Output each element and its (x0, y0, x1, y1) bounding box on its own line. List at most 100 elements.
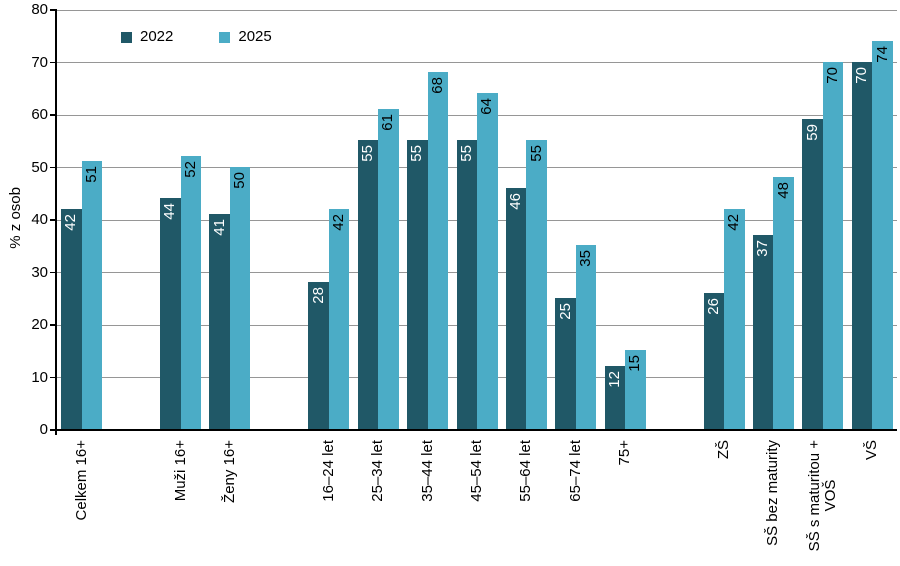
bar-value-label: 25 (556, 302, 574, 320)
bar-2025-55–64 let (526, 140, 547, 429)
y-tick (50, 271, 57, 274)
x-category-label: 65–74 let (566, 440, 584, 502)
y-tick (50, 324, 57, 326)
bar-value-label: 50 (231, 171, 249, 189)
x-category-label: 35–44 let (418, 440, 436, 502)
bar-value-label: 55 (527, 145, 545, 162)
bar-2022-35–44 let (407, 140, 428, 429)
bar-value-label: 70 (824, 66, 842, 84)
gridline (57, 9, 897, 11)
y-tick (50, 219, 57, 221)
bar-2022-45–54 let (456, 140, 477, 429)
bar-2025-SŠ bez maturity (773, 177, 794, 429)
bar-value-label: 46 (507, 192, 525, 210)
legend-label-2025: 2025 (238, 28, 272, 45)
x-category-label: ZŠ (715, 440, 733, 460)
bar-2025-16–24 let (328, 208, 350, 429)
bar-value-label: 15 (626, 355, 644, 372)
bar-2025-Celkem 16+ (81, 161, 103, 429)
bar-2022-Ženy 16+ (209, 213, 230, 429)
legend: 2022 2025 (121, 29, 272, 45)
bar-value-label: 12 (605, 371, 623, 388)
legend-item-2025: 2025 (219, 28, 272, 45)
y-tick-label: 0 (39, 421, 48, 438)
y-tick-label: 30 (31, 263, 48, 281)
bar-2025-SŠ s maturitou + (822, 61, 844, 429)
bar-value-label: 42 (725, 213, 743, 231)
x-category-label: Muži 16+ (171, 440, 189, 502)
bar-2022-SŠ s maturitou + (802, 119, 823, 429)
x-category-label: 25–34 let (369, 440, 387, 502)
bar-value-label: 42 (330, 213, 347, 231)
bar-2025-25–34 let (378, 108, 399, 429)
x-axis-line (55, 429, 897, 431)
y-tick (50, 376, 57, 379)
bar-value-label: 55 (457, 145, 475, 162)
y-tick (50, 166, 57, 169)
bar-2022-16–24 let (308, 282, 329, 429)
bar-value-label: 35 (577, 250, 595, 267)
bar-2022-65–74 let (555, 297, 576, 429)
legend-label-2022: 2022 (140, 28, 174, 45)
bar-2022-VŠ (851, 61, 873, 429)
bar-2025-75+ (625, 350, 646, 429)
x-category-label: Ženy 16+ (220, 440, 238, 503)
bar-2022-75+ (604, 366, 626, 429)
y-tick-label: 10 (31, 368, 48, 386)
bar-value-label: 52 (181, 161, 199, 178)
bar-2025-Muži 16+ (180, 156, 202, 429)
y-tick-label: 20 (31, 316, 48, 333)
bar-value-label: 26 (704, 297, 722, 315)
y-tick (50, 114, 57, 116)
x-category-label: SŠ bez maturity (764, 440, 782, 546)
bar-2022-55–64 let (505, 187, 527, 429)
bar-2022-25–34 let (357, 140, 379, 429)
bar-value-label: 44 (161, 203, 179, 220)
bar-value-label: 41 (210, 218, 228, 236)
legend-swatch-2022 (121, 31, 132, 43)
x-category-label: 45–54 let (468, 440, 485, 502)
y-tick (50, 9, 57, 11)
y-tick-label: 50 (31, 158, 48, 176)
bar-2022-ZŠ (703, 292, 725, 429)
y-tick-label: 80 (31, 1, 48, 18)
x-category-label: 55–64 let (517, 440, 535, 502)
y-tick-label: 60 (31, 106, 48, 123)
bar-value-label: 64 (478, 98, 496, 115)
x-category-label: VŠ (863, 440, 881, 461)
y-tick (50, 429, 57, 431)
bar-value-label: 42 (62, 213, 80, 231)
x-category-label: Celkem 16+ (72, 440, 90, 521)
y-axis-line (55, 10, 57, 435)
bar-2025-ZŠ (724, 208, 745, 429)
bar-2025-65–74 let (575, 245, 597, 429)
bar-2022-Celkem 16+ (61, 208, 82, 429)
bar-value-label: 37 (754, 239, 772, 257)
y-axis-title: % z osob (7, 187, 24, 249)
bar-2025-45–54 let (477, 93, 498, 429)
bar-value-label: 74 (873, 45, 891, 63)
y-tick-label: 70 (31, 53, 48, 71)
gridline (57, 62, 897, 63)
bar-2025-Ženy 16+ (229, 166, 251, 429)
legend-item-2022: 2022 (121, 29, 173, 45)
bar-value-label: 70 (853, 66, 871, 84)
bar-value-label: 68 (428, 77, 446, 94)
x-category-label: SŠ s maturitou + VOŠ (805, 440, 839, 552)
x-category-label: 16–24 let (319, 440, 337, 502)
bar-2022-Muži 16+ (160, 198, 181, 429)
bar-value-label: 55 (408, 145, 426, 162)
y-tick-label: 40 (31, 211, 48, 228)
bar-value-label: 48 (774, 182, 792, 199)
bar-value-label: 28 (309, 287, 327, 304)
y-tick (50, 61, 57, 64)
bar-2025-35–44 let (427, 72, 449, 429)
bar-value-label: 55 (358, 145, 376, 162)
bar-2022-SŠ bez maturity (752, 234, 774, 429)
bar-value-label: 51 (82, 166, 100, 183)
bar-value-label: 61 (379, 113, 397, 131)
legend-swatch-2025 (219, 31, 231, 43)
bar-2025-VŠ (872, 40, 893, 429)
bar-value-label: 59 (803, 124, 821, 141)
